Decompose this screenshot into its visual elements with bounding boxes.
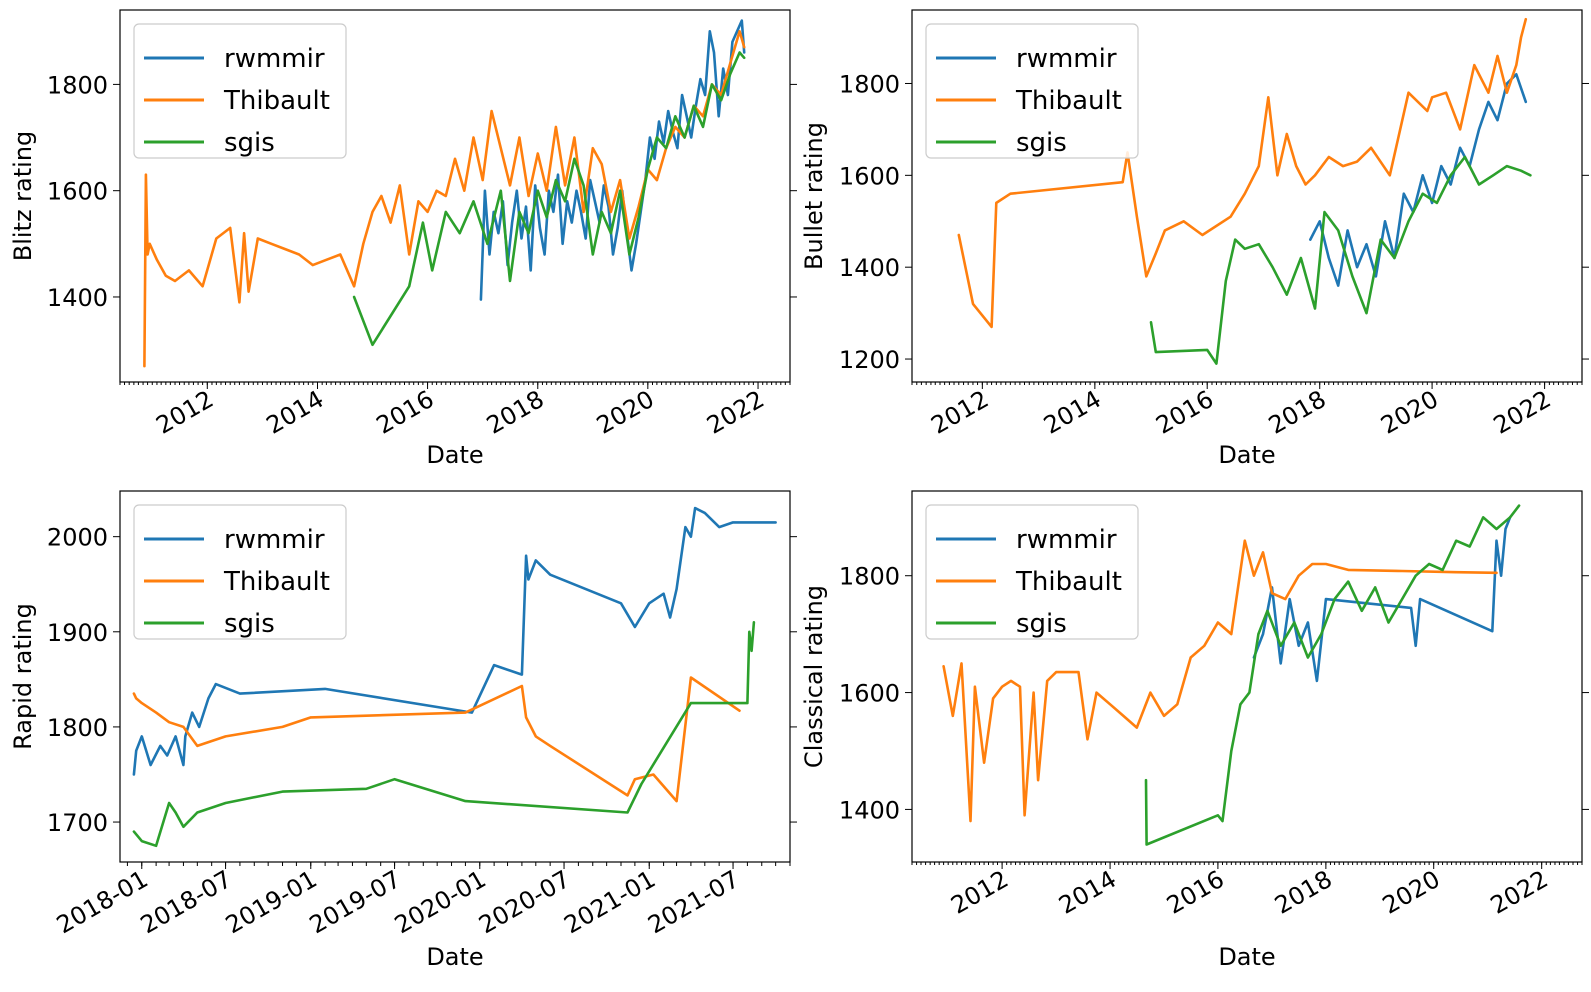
rapid-y-tick-label: 1900: [47, 619, 108, 647]
rapid-x-axis-title: Date: [426, 943, 483, 971]
rapid-x-tick-label: 2019-07: [305, 865, 406, 939]
classical-chart: 2012 2014 2016 2018 2020 2022 1400 1600 1800 Date…: [800, 490, 1589, 971]
classical-y-tick-label: 1600: [839, 680, 900, 708]
rapid-series-rwmmir: [132, 506, 777, 776]
classical-x-axis-title: Date: [1218, 943, 1275, 971]
rapid-x-tick-label: 2021-07: [643, 865, 744, 939]
bullet-x-tick-label: 2014: [1039, 385, 1106, 440]
bullet-legend: rwmmir Thibault sgis: [925, 23, 1139, 159]
blitz-y-tick-label: 1600: [47, 178, 108, 206]
rapid-axes-frame: [119, 490, 791, 863]
blitz-series-rwmmir: [479, 19, 746, 301]
classical-series-sgis: [1144, 504, 1521, 846]
rapid-x-tick-label: 2020-07: [474, 865, 575, 939]
classical-legend: rwmmir Thibault sgis: [925, 504, 1139, 640]
bullet-series-thibault: [957, 17, 1528, 329]
blitz-x-tick-label: 2014: [262, 385, 329, 440]
rapid-plot-area: [132, 506, 777, 848]
classical-y-tick-label: 1800: [839, 563, 900, 591]
bullet-plot-area: [957, 17, 1532, 365]
classical-x-tick-label: 2018: [1270, 865, 1337, 920]
classical-y-axis-title: Classical rating: [800, 585, 828, 768]
rapid-chart: 2018-012018-072019-012019-072020-012020-…: [9, 490, 797, 971]
bullet-y-tick-label: 1400: [839, 254, 900, 282]
blitz-y-tick-label: 1400: [47, 284, 108, 312]
bullet-legend-label-sgis: sgis: [1016, 128, 1067, 158]
rapid-y-tick-label: 1700: [47, 809, 108, 837]
classical-legend-label-thibault: Thibault: [1015, 567, 1122, 597]
blitz-series-thibault: [143, 29, 746, 368]
bullet-x-tick-label: 2012: [926, 385, 993, 440]
rapid-series-sgis: [132, 620, 756, 848]
classical-plot-area: [942, 504, 1521, 846]
rapid-x-tick-label: 2018-07: [136, 865, 237, 939]
blitz-legend-label-sgis: sgis: [224, 128, 275, 158]
rapid-y-axis-title: Rapid rating: [9, 603, 37, 750]
rapid-x-tick-label: 2018-01: [52, 865, 153, 939]
blitz-y-axis-title: Blitz rating: [9, 131, 37, 262]
bullet-series-sgis: [1149, 155, 1532, 365]
blitz-legend-label-rwmmir: rwmmir: [224, 44, 325, 74]
rapid-y-tick-label: 1800: [47, 714, 108, 742]
bullet-legend-label-rwmmir: rwmmir: [1016, 44, 1117, 74]
blitz-x-tick-label: 2022: [702, 385, 769, 440]
rapid-legend-label-sgis: sgis: [224, 609, 275, 639]
classical-legend-label-rwmmir: rwmmir: [1016, 525, 1117, 555]
rapid-x-tick-label: 2021-01: [559, 865, 660, 939]
blitz-x-axis-title: Date: [426, 441, 483, 469]
blitz-series-sgis: [352, 51, 746, 347]
classical-x-tick-label: 2020: [1378, 865, 1445, 920]
classical-x-tick-label: 2014: [1054, 865, 1121, 920]
blitz-x-tick-label: 2016: [372, 385, 439, 440]
bullet-series-rwmmir: [1309, 73, 1528, 287]
classical-axes-frame: [911, 490, 1583, 863]
rapid-legend-label-thibault: Thibault: [223, 567, 330, 597]
bullet-x-tick-label: 2018: [1264, 385, 1331, 440]
bullet-x-tick-label: 2022: [1489, 385, 1556, 440]
rapid-legend: rwmmir Thibault sgis: [133, 504, 347, 640]
classical-y-tick-label: 1400: [839, 796, 900, 824]
bullet-x-axis-title: Date: [1218, 441, 1275, 469]
classical-series-thibault: [942, 539, 1498, 823]
blitz-plot-area: [143, 19, 746, 368]
rapid-x-tick-label: 2019-01: [221, 865, 322, 939]
rapid-x-tick-label: 2020-01: [390, 865, 491, 939]
rapid-y-tick-label: 2000: [47, 524, 108, 552]
rapid-series-thibault: [132, 676, 741, 803]
rapid-legend-label-rwmmir: rwmmir: [224, 525, 325, 555]
blitz-y-tick-label: 1800: [47, 71, 108, 99]
bullet-chart: 2012 2014 2016 2018 2020 2022 1200 1400 1600 1800…: [800, 9, 1589, 469]
bullet-x-tick-label: 2016: [1151, 385, 1218, 440]
blitz-chart: 2012 2014 2016 2018 2020 2022 1400 1600 1800 Date…: [9, 9, 797, 469]
blitz-x-tick-label: 2020: [592, 385, 659, 440]
blitz-x-tick-label: 2018: [482, 385, 549, 440]
bullet-y-tick-label: 1600: [839, 162, 900, 190]
classical-x-tick-label: 2012: [946, 865, 1013, 920]
blitz-x-tick-label: 2012: [151, 385, 218, 440]
bullet-y-axis-title: Bullet rating: [800, 122, 828, 270]
bullet-legend-label-thibault: Thibault: [1015, 86, 1122, 116]
classical-x-tick-label: 2022: [1486, 865, 1553, 920]
blitz-legend-label-thibault: Thibault: [223, 86, 330, 116]
blitz-legend: rwmmir Thibault sgis: [133, 23, 347, 159]
classical-legend-label-sgis: sgis: [1016, 609, 1067, 639]
bullet-x-tick-label: 2020: [1376, 385, 1443, 440]
bullet-y-tick-label: 1200: [839, 346, 900, 374]
bullet-y-tick-label: 1800: [839, 70, 900, 98]
classical-x-tick-label: 2016: [1162, 865, 1229, 920]
bullet-axes-frame: [911, 9, 1583, 383]
